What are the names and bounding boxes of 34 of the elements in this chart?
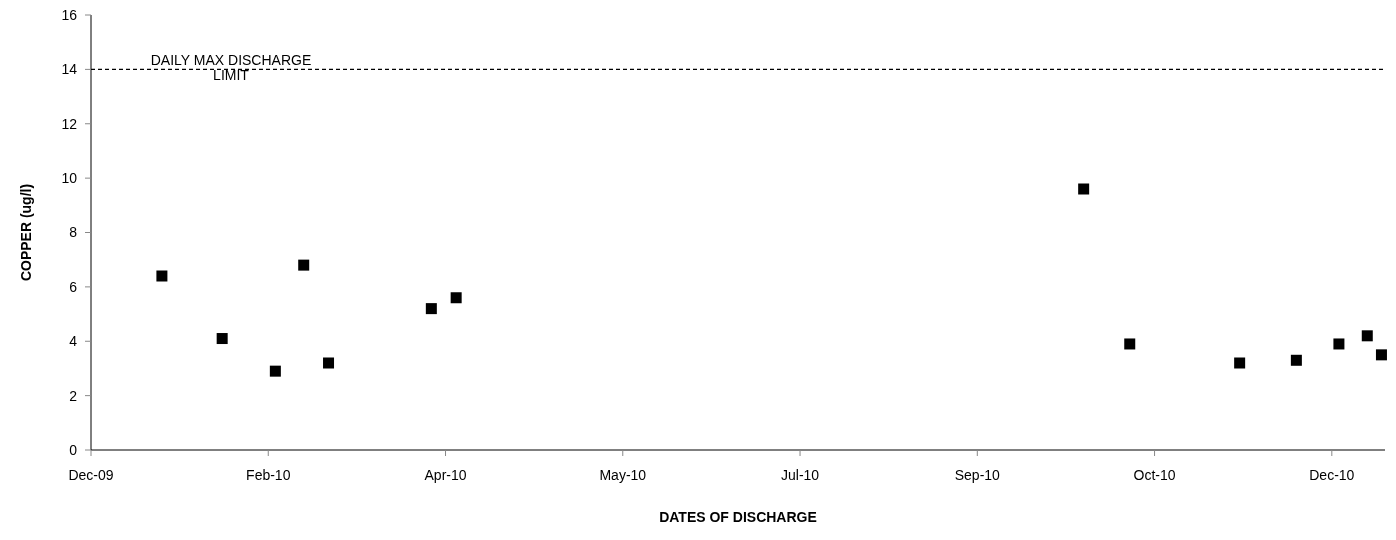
point bbox=[156, 270, 168, 282]
x-tick-label: Sep-10 bbox=[954, 467, 1001, 483]
y-axis-title: COPPER (ug/l) bbox=[18, 183, 34, 282]
y-tick-label: 10 bbox=[61, 170, 78, 187]
point bbox=[1290, 354, 1302, 366]
point bbox=[269, 365, 281, 377]
x-tick-label: Dec-09 bbox=[68, 467, 114, 483]
point bbox=[1375, 349, 1387, 361]
point bbox=[450, 292, 462, 304]
point bbox=[1078, 183, 1090, 195]
x-tick-label: Apr-10 bbox=[424, 467, 467, 483]
point bbox=[1124, 338, 1136, 350]
y-tick-label: 8 bbox=[69, 224, 78, 241]
y-tick-label: 4 bbox=[69, 333, 78, 350]
x-tick-label: Oct-10 bbox=[1133, 467, 1176, 483]
y-tick-label: 16 bbox=[61, 6, 78, 23]
point bbox=[425, 303, 437, 315]
point bbox=[1361, 330, 1373, 342]
x-tick-label: Dec-10 bbox=[1309, 467, 1355, 483]
point bbox=[323, 357, 335, 369]
y-tick-label: 0 bbox=[69, 441, 78, 458]
point bbox=[1234, 357, 1246, 369]
y-tick-label: 14 bbox=[61, 61, 78, 78]
ref-line-label: DAILY MAX DISCHARGE LIMIT bbox=[150, 52, 312, 84]
point bbox=[1333, 338, 1345, 350]
x-tick-label: Jul-10 bbox=[780, 467, 820, 483]
x-axis-title: DATES OF DISCHARGE bbox=[659, 509, 817, 525]
y-tick-label: 2 bbox=[69, 387, 78, 404]
point bbox=[298, 259, 310, 271]
y-tick-label: 6 bbox=[69, 278, 78, 295]
x-tick-label: Feb-10 bbox=[246, 467, 291, 483]
point bbox=[216, 333, 228, 345]
y-tick-label: 12 bbox=[61, 115, 78, 132]
x-tick-label: May-10 bbox=[599, 467, 647, 483]
